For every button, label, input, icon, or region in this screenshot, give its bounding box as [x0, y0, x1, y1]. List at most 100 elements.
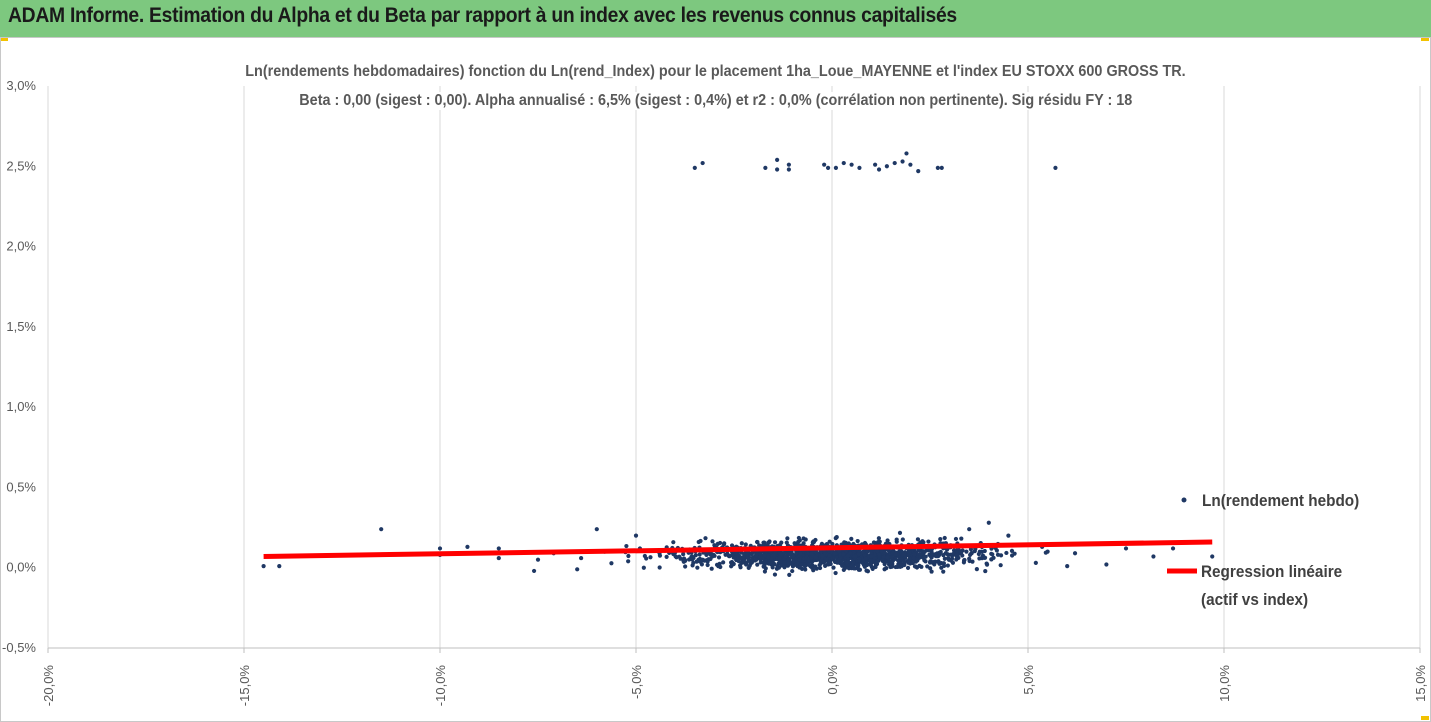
data-point [875, 548, 880, 554]
data-point [903, 555, 908, 561]
data-point [803, 537, 808, 542]
scatter-points [261, 151, 1215, 577]
data-point [700, 160, 705, 166]
data-point [796, 539, 801, 545]
data-point [379, 527, 384, 532]
data-point [886, 562, 892, 567]
data-point [664, 554, 669, 560]
data-point [762, 569, 768, 574]
data-point [853, 554, 858, 559]
data-point [755, 562, 760, 567]
data-point [1104, 562, 1109, 567]
chart-subtitle: Beta : 0,00 (sigest : 0,00). Alpha annua… [0, 92, 1431, 110]
data-point [785, 536, 790, 541]
y-tick-label: 1,0% [6, 399, 36, 414]
data-point [763, 165, 768, 170]
y-tick-label: 1,5% [6, 319, 36, 334]
data-point [786, 561, 791, 566]
data-point [766, 561, 771, 566]
data-point [942, 556, 947, 561]
data-point [893, 564, 898, 570]
data-point [833, 570, 838, 576]
data-point [827, 539, 832, 544]
data-point [953, 536, 959, 542]
x-tick-label: 15,0% [1413, 665, 1428, 702]
data-point [783, 554, 788, 559]
data-point [929, 554, 934, 559]
data-point [743, 542, 748, 547]
data-point [899, 557, 904, 562]
data-point [710, 539, 715, 544]
data-point [261, 564, 266, 569]
x-tick-label: 0,0% [825, 665, 840, 695]
data-point [626, 559, 631, 564]
data-point [786, 167, 791, 172]
data-point [925, 564, 930, 569]
data-point [716, 564, 721, 569]
data-point [813, 555, 818, 560]
data-point [946, 555, 951, 561]
data-point [695, 565, 700, 570]
data-point [797, 557, 802, 562]
data-point [496, 546, 501, 551]
data-point [876, 167, 882, 172]
data-point [791, 559, 796, 564]
data-point [687, 557, 692, 562]
data-point [778, 551, 784, 557]
data-point [766, 555, 771, 560]
data-point [984, 562, 990, 567]
data-point [813, 564, 818, 569]
data-point [1210, 554, 1215, 559]
data-point [941, 553, 946, 558]
data-point [782, 560, 787, 565]
data-point [1053, 165, 1058, 170]
data-point [1009, 553, 1015, 558]
data-point [884, 164, 889, 169]
data-point [772, 540, 778, 545]
x-tick-label: 10,0% [1217, 665, 1232, 702]
data-point [894, 539, 899, 544]
y-tick-label: -0,5% [2, 640, 36, 655]
data-point [897, 530, 903, 535]
data-point [964, 549, 969, 554]
data-point [633, 533, 639, 538]
data-point [901, 552, 906, 557]
data-point [692, 165, 697, 170]
data-point [784, 540, 789, 545]
data-point [671, 551, 676, 557]
data-point [777, 556, 782, 561]
data-point [882, 550, 887, 555]
data-point [961, 558, 967, 563]
data-point [755, 540, 760, 545]
legend-label-scatter: Ln(rendement hebdo) [1202, 491, 1360, 510]
data-point [921, 549, 926, 554]
data-point [906, 560, 911, 565]
data-point [705, 562, 710, 568]
data-point [721, 560, 726, 565]
data-point [729, 543, 735, 548]
data-point [716, 555, 722, 560]
data-point [842, 566, 848, 571]
data-point [736, 557, 741, 562]
data-point [900, 537, 905, 542]
data-point [911, 555, 916, 561]
corner-mark-right [1421, 37, 1429, 41]
data-point [904, 151, 909, 156]
data-point [915, 537, 921, 542]
data-point [879, 548, 884, 554]
data-point [912, 564, 918, 569]
data-point [929, 569, 934, 574]
data-point [926, 539, 931, 544]
data-point [775, 167, 780, 172]
data-point [794, 550, 799, 556]
data-point [843, 541, 848, 546]
data-point [763, 566, 768, 571]
data-point [898, 561, 903, 566]
data-point [531, 568, 537, 574]
data-point [775, 157, 780, 162]
data-point [681, 552, 686, 557]
data-point [926, 548, 931, 553]
data-point [437, 546, 443, 551]
data-point [868, 554, 874, 559]
